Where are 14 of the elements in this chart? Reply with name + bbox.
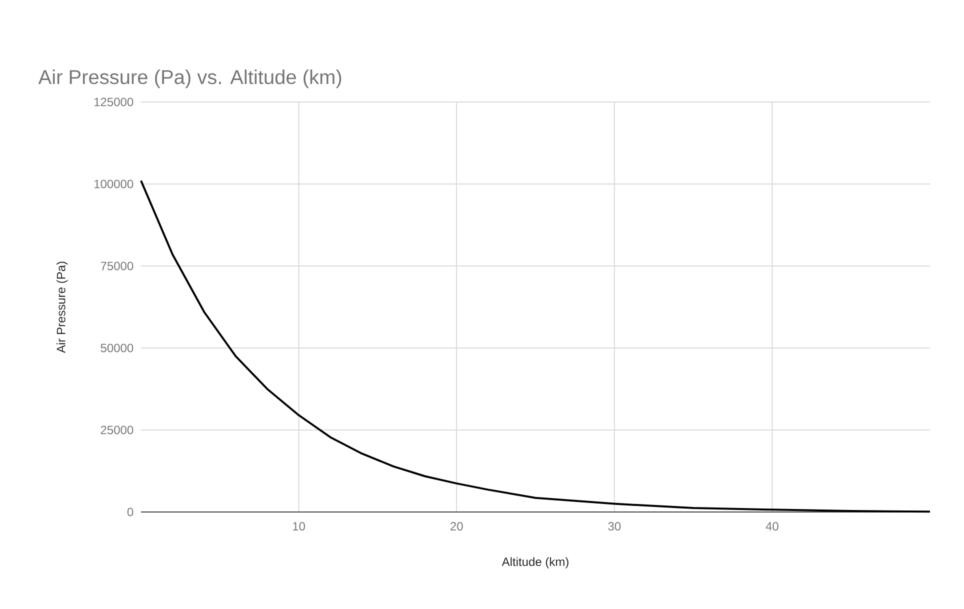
- x-axis-title: Altitude (km): [502, 557, 568, 568]
- line-series: [140, 180, 931, 513]
- y-tick-label: 0: [127, 508, 134, 516]
- y-tick-label: 25000: [100, 426, 134, 434]
- y-tick-label: 50000: [100, 344, 134, 352]
- x-tick-label: 30: [608, 522, 621, 531]
- x-tick-label: 10: [293, 522, 306, 531]
- x-tick-label: 20: [450, 522, 463, 531]
- x-tick-label: 40: [766, 522, 778, 531]
- y-tick-label: 125000: [94, 98, 134, 106]
- y-tick-label: 75000: [100, 262, 134, 270]
- y-tick-label: 100000: [94, 180, 134, 188]
- y-axis-title: Air Pressure (Pa): [56, 262, 68, 353]
- chart-title: Air Pressure (Pa) vs. Altitude (km): [38, 69, 342, 88]
